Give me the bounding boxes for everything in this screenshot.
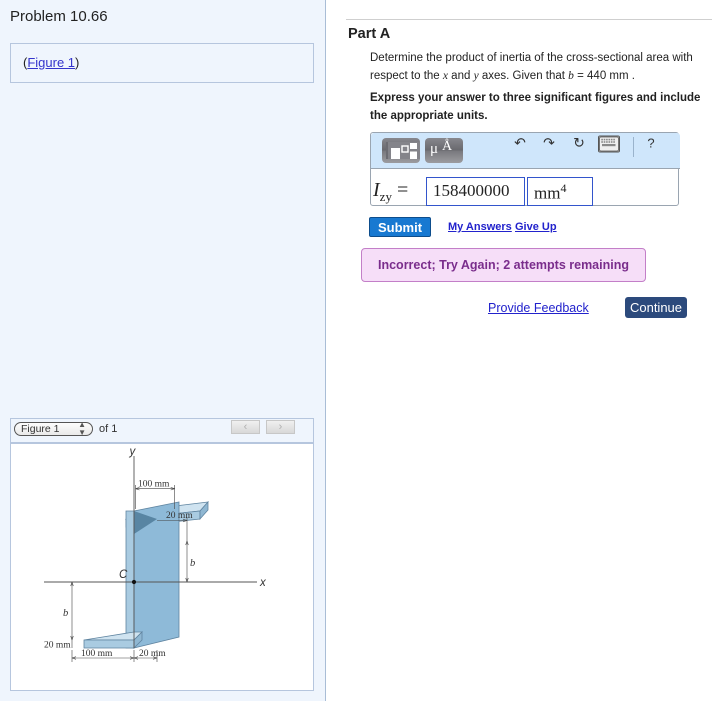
svg-text:b: b <box>190 558 195 569</box>
svg-text:b: b <box>63 608 68 619</box>
svg-text:C: C <box>119 569 128 581</box>
svg-text:y: y <box>129 446 137 458</box>
svg-text:20 mm: 20 mm <box>139 649 166 659</box>
svg-text:20 mm: 20 mm <box>166 511 193 521</box>
svg-text:100 mm: 100 mm <box>138 480 170 490</box>
svg-text:100 mm: 100 mm <box>81 649 113 659</box>
svg-text:x: x <box>259 577 267 589</box>
svg-text:20 mm: 20 mm <box>44 641 71 651</box>
